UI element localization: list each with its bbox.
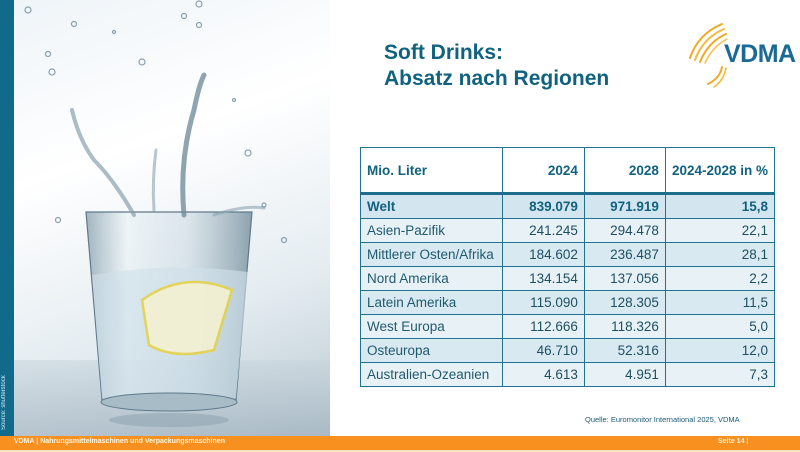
logo-arcs-icon xyxy=(689,23,728,88)
region-cell: Nord Amerika xyxy=(360,266,503,291)
accent-strip xyxy=(0,0,14,436)
region-cell: Australien-Ozeanien xyxy=(360,362,503,387)
value-2028: 137.056 xyxy=(583,266,666,291)
title-line-2: Absatz nach Regionen xyxy=(384,67,610,90)
table-row: Mittlerer Osten/Afrika 184.602 236.487 2… xyxy=(360,242,776,267)
table-row: Welt 839.079 971.919 15,8 xyxy=(360,193,776,219)
table-row: Asien-Pazifik 241.245 294.478 22,1 xyxy=(360,218,776,243)
footer-underline xyxy=(0,450,800,452)
value-2024: 839.079 xyxy=(501,193,585,219)
value-2024: 112.666 xyxy=(501,314,585,339)
vdma-logo: VDMA xyxy=(684,22,796,92)
value-change: 12,0 xyxy=(664,338,776,363)
title-line-1: Soft Drinks: xyxy=(384,41,504,64)
value-change: 11,5 xyxy=(664,290,776,315)
table-header-row: Mio. Liter 2024 2028 2024-2028 in % xyxy=(360,147,776,195)
value-2028: 236.487 xyxy=(583,242,666,267)
table-row: West Europa 112.666 118.326 5,0 xyxy=(360,314,776,339)
value-2024: 4.613 xyxy=(501,362,585,387)
value-2024: 115.090 xyxy=(501,290,585,315)
region-cell: Asien-Pazifik xyxy=(360,218,503,243)
region-cell: Welt xyxy=(360,193,503,219)
page-title: Soft Drinks: Absatz nach Regionen xyxy=(384,40,609,92)
source-note: Quelle: Euromonitor International 2025, … xyxy=(585,415,740,424)
photo-panel: Source: shutterstock xyxy=(0,0,330,436)
value-change: 2,2 xyxy=(664,266,776,291)
value-2028: 128.305 xyxy=(583,290,666,315)
value-change: 28,1 xyxy=(664,242,776,267)
table-row: Australien-Ozeanien 4.613 4.951 7,3 xyxy=(360,362,776,387)
value-2024: 184.602 xyxy=(501,242,585,267)
table-row: Latein Amerika 115.090 128.305 11,5 xyxy=(360,290,776,315)
header-2028: 2028 xyxy=(583,147,666,195)
value-2024: 241.245 xyxy=(501,218,585,243)
header-change: 2024-2028 in % xyxy=(664,147,776,195)
value-2028: 118.326 xyxy=(583,314,666,339)
photo-credit: Source: shutterstock xyxy=(1,375,7,430)
footer-bar: VDMA | Nahrungsmittelmaschinen und Verpa… xyxy=(0,436,800,450)
value-change: 7,3 xyxy=(664,362,776,387)
logo-text: VDMA xyxy=(724,40,796,68)
region-cell: Osteuropa xyxy=(360,338,503,363)
value-change: 5,0 xyxy=(664,314,776,339)
value-change: 15,8 xyxy=(664,193,776,219)
region-cell: Latein Amerika xyxy=(360,290,503,315)
value-2028: 294.478 xyxy=(583,218,666,243)
water-glass-image xyxy=(14,0,330,436)
value-change: 22,1 xyxy=(664,218,776,243)
regions-table: Mio. Liter 2024 2028 2024-2028 in % Welt… xyxy=(360,147,776,387)
value-2028: 4.951 xyxy=(583,362,666,387)
region-cell: Mittlerer Osten/Afrika xyxy=(360,242,503,267)
region-cell: West Europa xyxy=(360,314,503,339)
table-row: Osteuropa 46.710 52.316 12,0 xyxy=(360,338,776,363)
value-2028: 52.316 xyxy=(583,338,666,363)
value-2024: 134.154 xyxy=(501,266,585,291)
header-2024: 2024 xyxy=(501,147,585,195)
value-2024: 46.710 xyxy=(501,338,585,363)
table-row: Nord Amerika 134.154 137.056 2,2 xyxy=(360,266,776,291)
page-number: Seite 14 | xyxy=(718,438,749,445)
header-unit: Mio. Liter xyxy=(360,147,503,195)
footer-organization: VDMA | Nahrungsmittelmaschinen und Verpa… xyxy=(14,438,225,445)
value-2028: 971.919 xyxy=(583,193,666,219)
